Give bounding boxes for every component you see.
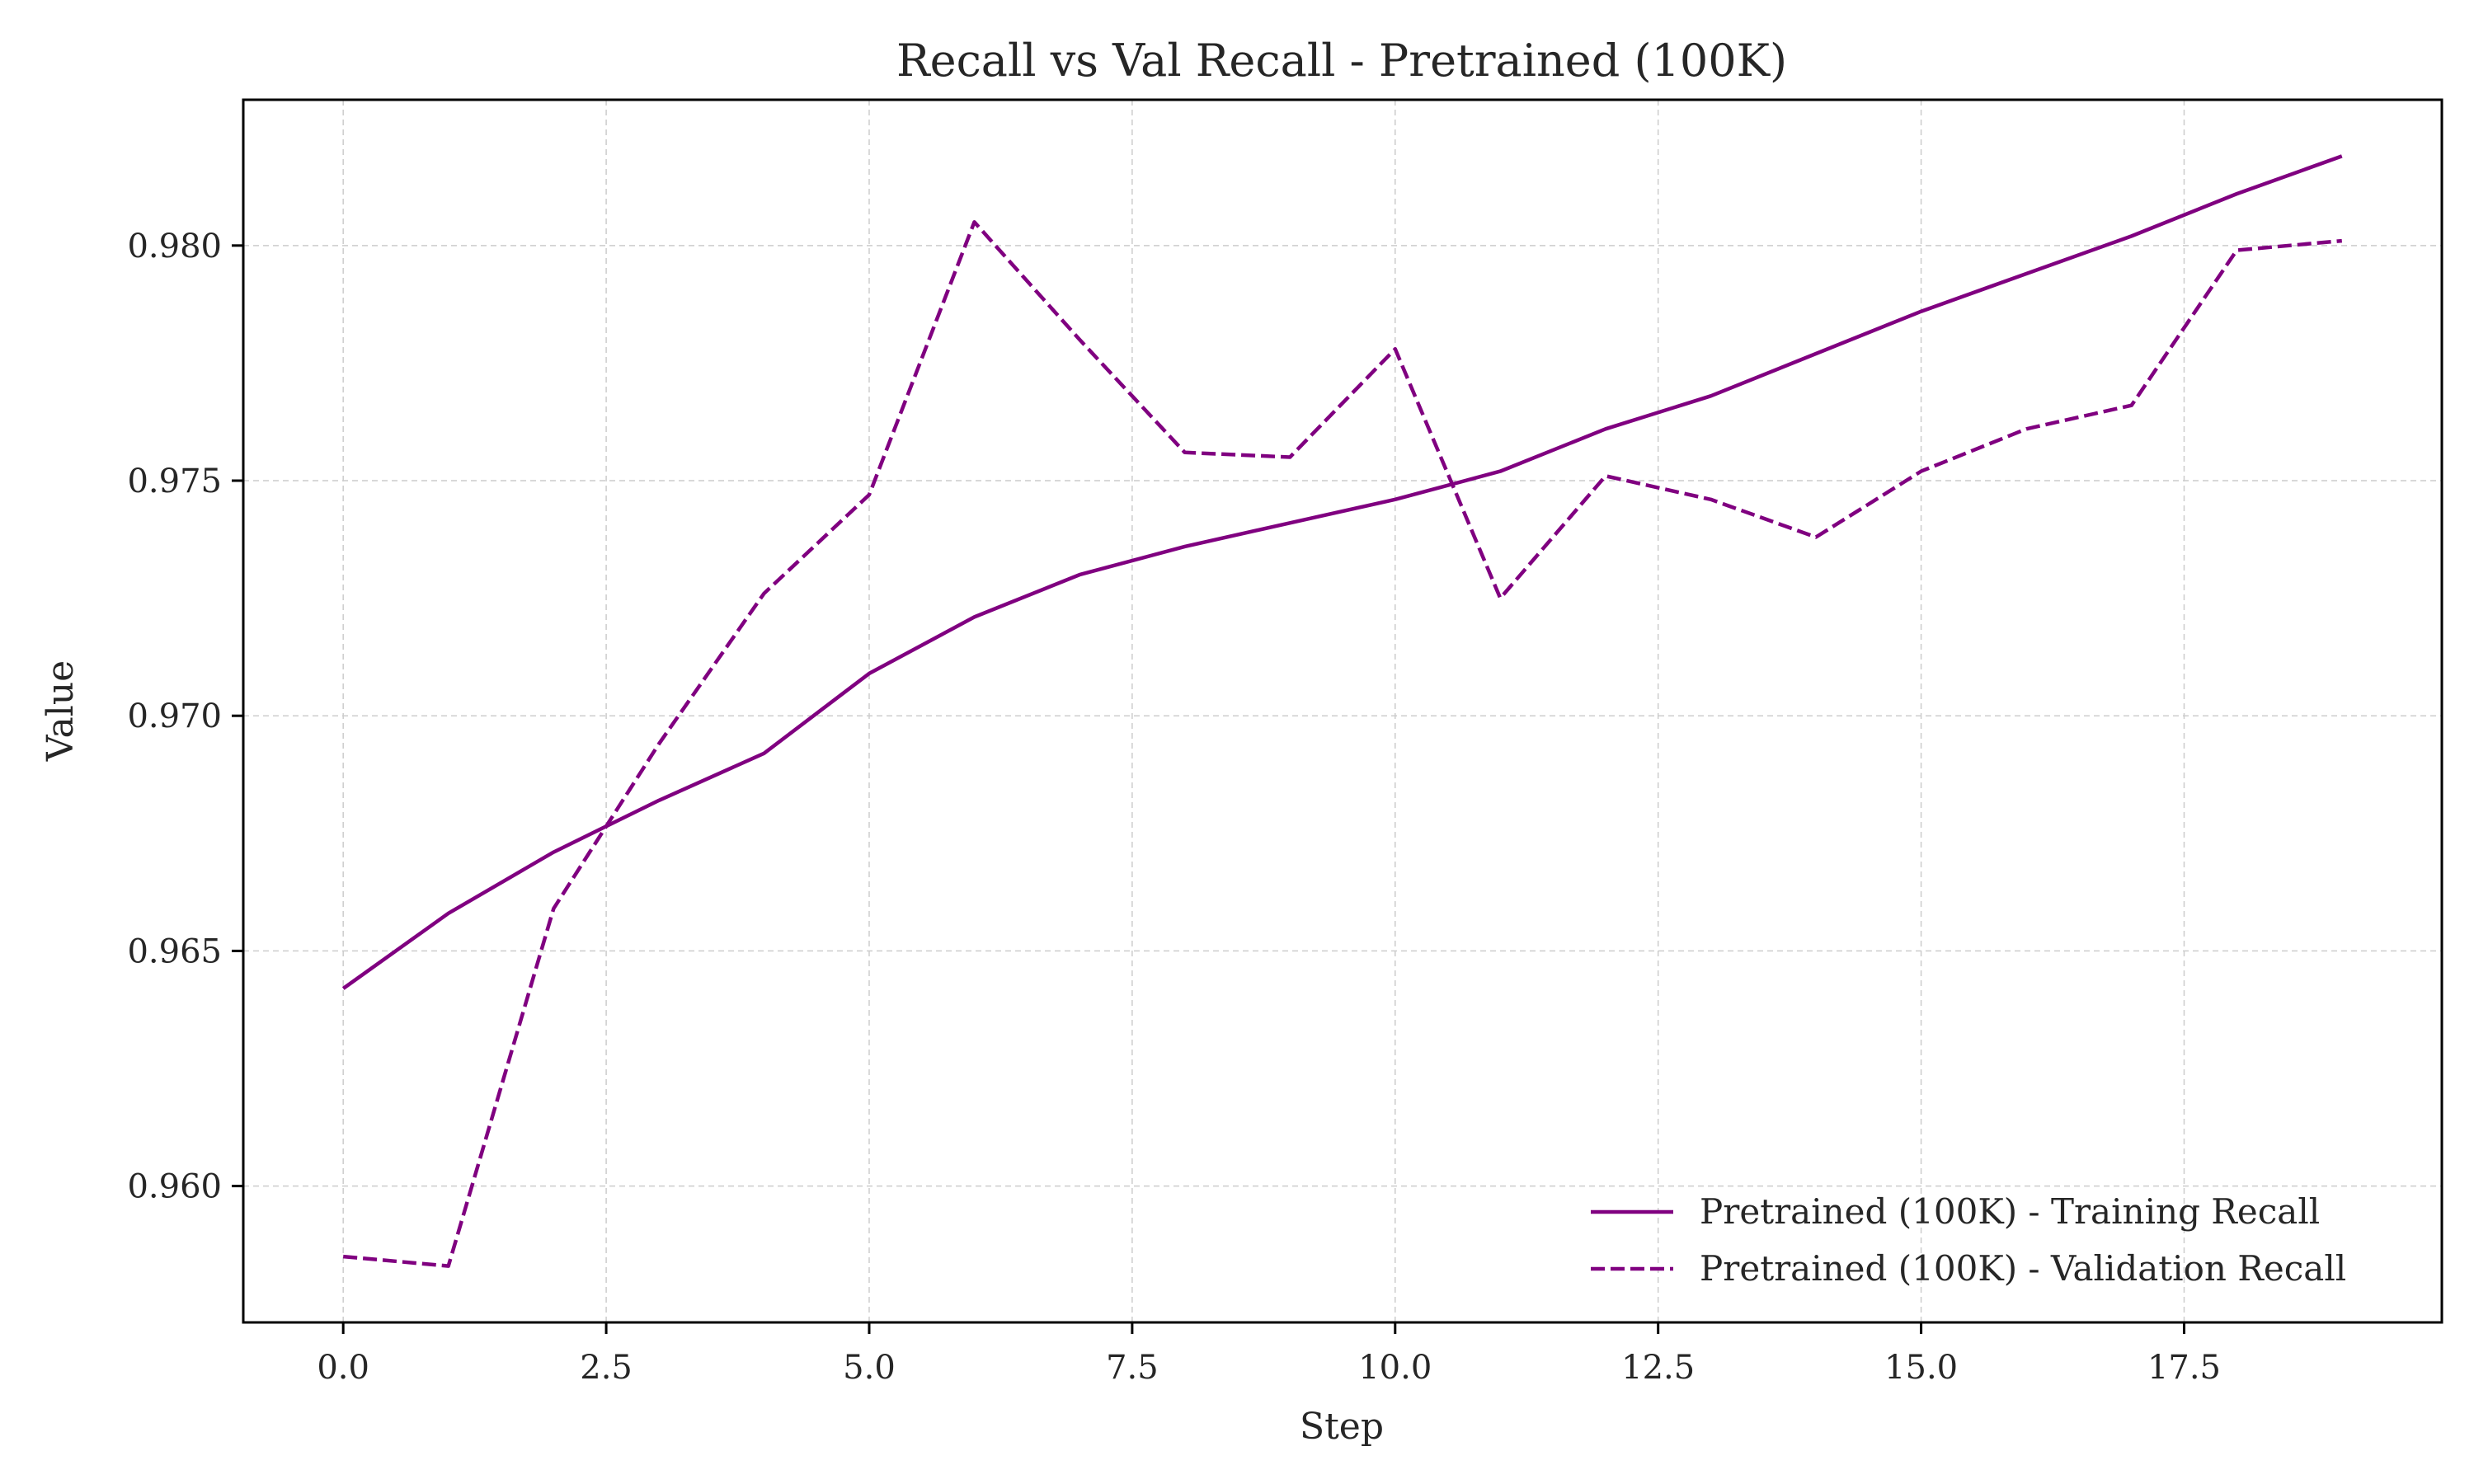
chart-title: Recall vs Val Recall - Pretrained (100K) bbox=[896, 35, 1787, 87]
y-tick-label: 0.970 bbox=[127, 697, 222, 735]
legend-label-training-recall: Pretrained (100K) - Training Recall bbox=[1700, 1191, 2320, 1232]
x-tick-label: 0.0 bbox=[317, 1349, 369, 1387]
x-axis-label: Step bbox=[1300, 1406, 1384, 1448]
x-axis-ticks: 0.0 2.5 5.0 7.5 10.0 12.5 15.0 17.5 bbox=[317, 1322, 2221, 1387]
x-tick-label: 5.0 bbox=[843, 1349, 896, 1387]
grid-lines bbox=[243, 100, 2442, 1322]
plot-frame bbox=[242, 98, 2443, 1324]
legend-label-validation-recall: Pretrained (100K) - Validation Recall bbox=[1700, 1248, 2346, 1289]
legend: Pretrained (100K) - Training Recall Pret… bbox=[1591, 1191, 2346, 1289]
x-tick-label: 12.5 bbox=[1621, 1349, 1695, 1387]
y-axis-ticks: 0.960 0.965 0.970 0.975 0.980 bbox=[127, 228, 243, 1206]
y-tick-label: 0.975 bbox=[127, 463, 222, 500]
validation-recall-line bbox=[342, 220, 2343, 1268]
series-lines bbox=[341, 154, 2343, 1268]
x-tick-label: 10.0 bbox=[1358, 1349, 1432, 1387]
x-tick-label: 7.5 bbox=[1106, 1349, 1159, 1387]
training-recall-line bbox=[341, 154, 2343, 990]
x-tick-label: 17.5 bbox=[2147, 1349, 2221, 1387]
y-tick-label: 0.965 bbox=[127, 932, 222, 970]
y-axis-label: Value bbox=[40, 660, 82, 762]
y-tick-label: 0.960 bbox=[127, 1168, 222, 1206]
y-tick-label: 0.980 bbox=[127, 228, 222, 265]
x-tick-label: 15.0 bbox=[1884, 1349, 1958, 1387]
x-tick-label: 2.5 bbox=[580, 1349, 633, 1387]
